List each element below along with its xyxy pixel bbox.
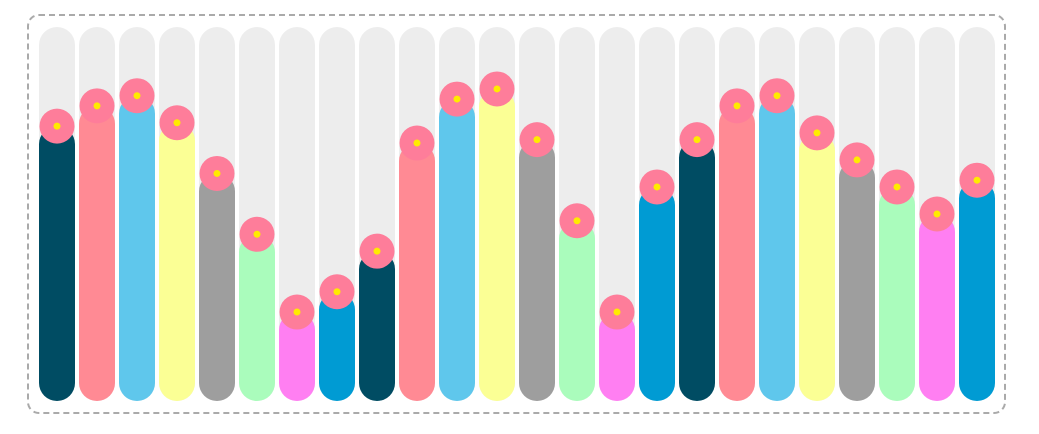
bar xyxy=(479,89,515,401)
bar-marker-dot xyxy=(814,129,821,136)
bar-marker-dot xyxy=(694,136,701,143)
bar xyxy=(679,140,715,401)
bar xyxy=(519,140,555,401)
bar-group-24 xyxy=(959,27,995,401)
bar-marker-dot xyxy=(174,119,181,126)
bar-group-18 xyxy=(719,27,755,401)
bar xyxy=(79,106,115,401)
bar xyxy=(799,133,835,401)
bar-group-5 xyxy=(199,27,235,401)
bar-marker-dot xyxy=(494,85,501,92)
bar-group-16 xyxy=(639,27,675,401)
bar xyxy=(879,187,915,401)
bar xyxy=(759,96,795,401)
bar-marker-dot xyxy=(454,96,461,103)
bar-marker-dot xyxy=(334,288,341,295)
bar-marker-dot xyxy=(614,309,621,316)
bar-group-23 xyxy=(919,27,955,401)
bar xyxy=(39,126,75,401)
bar xyxy=(399,143,435,401)
bar-group-8 xyxy=(319,27,355,401)
bar-group-14 xyxy=(559,27,595,401)
bar xyxy=(159,123,195,401)
bar-marker-dot xyxy=(134,92,141,99)
bar xyxy=(559,221,595,401)
bar-marker-dot xyxy=(534,136,541,143)
bar-group-22 xyxy=(879,27,915,401)
bar-marker-dot xyxy=(934,211,941,218)
bar xyxy=(239,234,275,401)
bar-marker-dot xyxy=(254,231,261,238)
bar-group-20 xyxy=(799,27,835,401)
bar-marker-dot xyxy=(374,248,381,255)
bar-group-4 xyxy=(159,27,195,401)
bar xyxy=(839,160,875,401)
bar-group-12 xyxy=(479,27,515,401)
bar-marker-dot xyxy=(654,183,661,190)
bar-group-2 xyxy=(79,27,115,401)
bar-marker-dot xyxy=(974,177,981,184)
bar-marker-dot xyxy=(854,156,861,163)
bar-group-19 xyxy=(759,27,795,401)
bar xyxy=(199,173,235,401)
bar xyxy=(719,106,755,401)
bar xyxy=(919,214,955,401)
bar-group-15 xyxy=(599,27,635,401)
bar-marker-dot xyxy=(574,217,581,224)
bar-group-21 xyxy=(839,27,875,401)
bar xyxy=(119,96,155,401)
bar-group-1 xyxy=(39,27,75,401)
bar-group-3 xyxy=(119,27,155,401)
bar-marker-dot xyxy=(774,92,781,99)
bar-marker-dot xyxy=(894,183,901,190)
bar-marker-dot xyxy=(294,309,301,316)
bar xyxy=(639,187,675,401)
bar-marker-dot xyxy=(54,123,61,130)
bar-marker-dot xyxy=(734,102,741,109)
bar-group-10 xyxy=(399,27,435,401)
bar-group-6 xyxy=(239,27,275,401)
bar-group-9 xyxy=(359,27,395,401)
bar xyxy=(359,251,395,401)
bar-group-11 xyxy=(439,27,475,401)
bar-marker-dot xyxy=(414,140,421,147)
bar-marker-dot xyxy=(214,170,221,177)
bar-group-17 xyxy=(679,27,715,401)
bar-group-13 xyxy=(519,27,555,401)
bar xyxy=(959,180,995,401)
bar-group-7 xyxy=(279,27,315,401)
bar xyxy=(439,99,475,401)
bar-marker-dot xyxy=(94,102,101,109)
